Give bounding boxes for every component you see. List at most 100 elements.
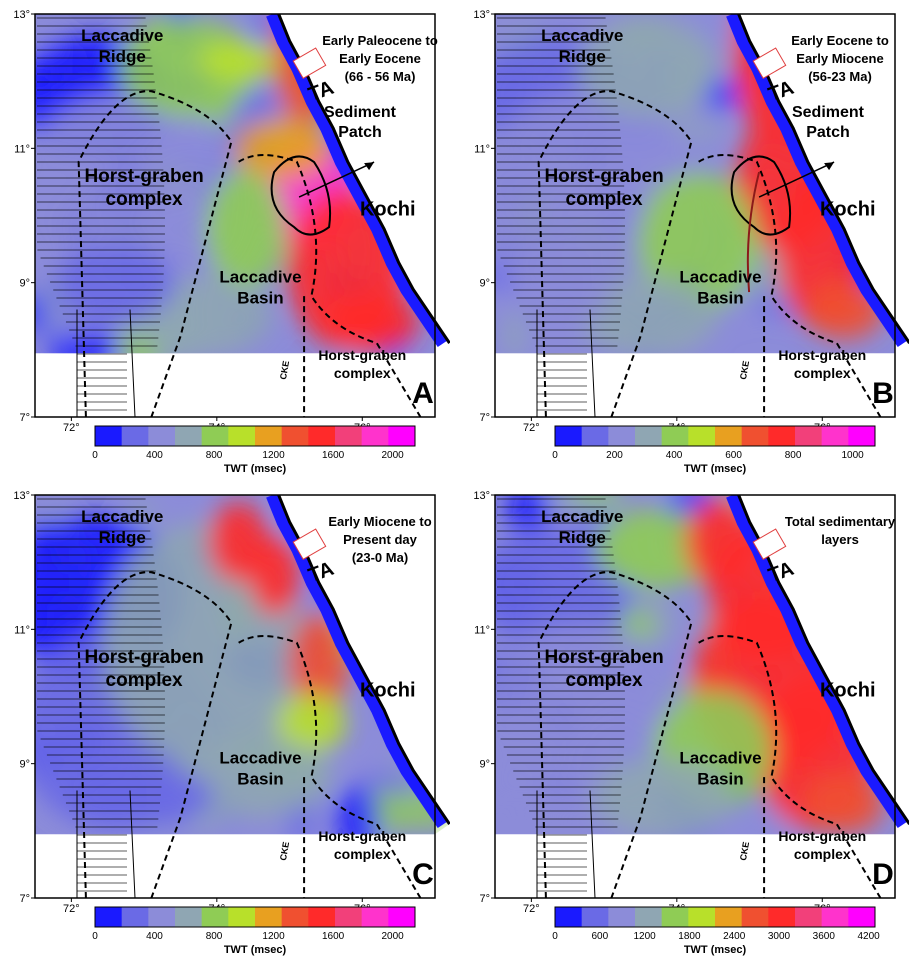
colorbar-swatch [755,907,769,927]
colorbar-swatch [95,907,109,927]
lat-tick-label: 13° [473,9,490,21]
cke-label: CKE [278,360,291,380]
laccadive-ridge-label: Laccadive [541,507,623,526]
colorbar: 0 600 1200 1800 2400 3000 3600 4200 TWT (msec) [552,906,880,956]
colorbar-swatch [635,426,649,446]
colorbar-swatch [108,426,123,446]
panel-title: (66 - 56 Ma) [345,69,416,84]
panel-title: (23-0 Ma) [352,550,408,565]
basin-boundary [698,635,882,899]
colorbar-swatch [388,426,403,446]
colorbar-swatch [335,426,349,446]
sediment-patch-outline [730,155,792,236]
colorbar-tick-label: 0 [92,931,98,942]
basin-boundary [698,154,882,418]
horst-graben-label: complex [566,670,644,691]
colorbar-swatch [148,907,163,927]
panel-title: Early Eocene to [791,33,889,48]
sediment-patch-label: Sediment [324,104,397,121]
panel-letter: C [412,858,434,891]
colorbar-swatch [215,426,229,446]
colorbar-tick-label: 200 [606,450,623,461]
panel-title: (56-23 Ma) [808,69,872,84]
map-panel-d: TA Laccadive Ridge Horst-graben complex Lacca… [460,481,909,956]
colorbar-swatch [161,907,176,927]
colorbar-swatch [308,907,323,927]
laccadive-basin-label: Basin [697,770,743,789]
colorbar-swatch [135,426,149,446]
laccadive-basin-label: Laccadive [679,749,761,768]
horst-graben-hatch [497,498,625,899]
colorbar-swatch [688,907,703,927]
lat-tick-label: 11° [474,624,490,636]
laccadive-ridge-label: Ridge [99,47,146,66]
colorbar-swatch [715,426,729,446]
colorbar-swatch [108,907,123,927]
colorbar-swatch [268,426,283,446]
lat-tick-label: 7° [479,412,490,424]
colorbar-swatch [255,426,269,446]
colorbar-swatch [121,426,136,446]
sediment-patch-arrow [298,161,375,198]
panel-title: Early Miocene [796,51,883,66]
laccadive-ridge-label: Laccadive [81,26,163,45]
lat-tick-label: 9° [19,278,30,290]
panel-title: Early Miocene to [328,514,431,529]
colorbar-swatch [401,426,416,446]
colorbar-swatch [661,907,676,927]
colorbar-swatch [661,426,676,446]
colorbar-swatch [608,907,623,927]
colorbar: 0 400 800 1200 1600 2000 TWT (msec) [92,425,416,475]
laccadive-ridge-label: Ridge [99,528,146,547]
lon-tick-label: 72° [63,422,80,434]
laccadive-ridge-label: Laccadive [541,26,623,45]
twt-grid [35,495,450,835]
colorbar-tick-label: 2000 [381,931,404,942]
colorbar-label: TWT (msec) [224,463,287,475]
colorbar: 0 200 400 600 800 1000 TWT (msec) [552,425,876,475]
colorbar-swatch [861,907,876,927]
colorbar-swatch [335,907,349,927]
colorbar-swatch [781,426,796,446]
colorbar-tick-label: 400 [666,450,683,461]
colorbar-swatch [375,907,389,927]
horst-graben-label: Horst-graben [544,166,663,187]
basin-boundary [238,635,422,899]
colorbar-swatch [568,907,583,927]
cke-label: CKE [278,841,291,861]
colorbar-swatch [241,907,256,927]
sediment-patch-label: Sediment [792,104,865,121]
ta-box [752,47,787,80]
colorbar-tick-label: 1600 [322,450,345,461]
colorbar-swatch [741,907,756,927]
colorbar-swatch [95,426,109,446]
map-panel-b: Sediment Patch TA Laccadive Ridge Horst-grabe… [460,0,909,475]
cke-label: CKE [738,841,751,861]
colorbar-tick-label: 1200 [633,931,656,942]
lat-tick-label: 11° [474,143,490,155]
colorbar-swatch [795,907,809,927]
colorbar-swatch [648,907,663,927]
colorbar-swatch [821,426,836,446]
colorbar-tick-label: 1600 [322,931,345,942]
colorbar-tick-label: 600 [725,450,742,461]
colorbar-swatch [281,907,296,927]
kochi-label: Kochi [360,680,416,702]
laccadive-basin-label: Laccadive [219,268,301,287]
colorbar-tick-label: 1200 [262,931,285,942]
ridge-boundary [77,571,233,899]
lat-tick-label: 13° [13,490,30,502]
sediment-patch-label: Patch [806,124,850,141]
colorbar-tick-label: 0 [552,931,558,942]
colorbar-swatch [201,907,216,927]
panel-letter: D [872,858,894,891]
colorbar-tick-label: 800 [785,450,802,461]
colorbar-swatch [675,907,689,927]
colorbar-swatch [781,907,796,927]
sediment-patch-label: Patch [338,124,382,141]
lat-tick-label: 9° [479,278,490,290]
horst-graben-south-label: Horst-graben [778,347,866,363]
colorbar-swatch [228,907,243,927]
horst-graben-label: Horst-graben [84,647,203,668]
ridge-boundary [537,571,693,899]
